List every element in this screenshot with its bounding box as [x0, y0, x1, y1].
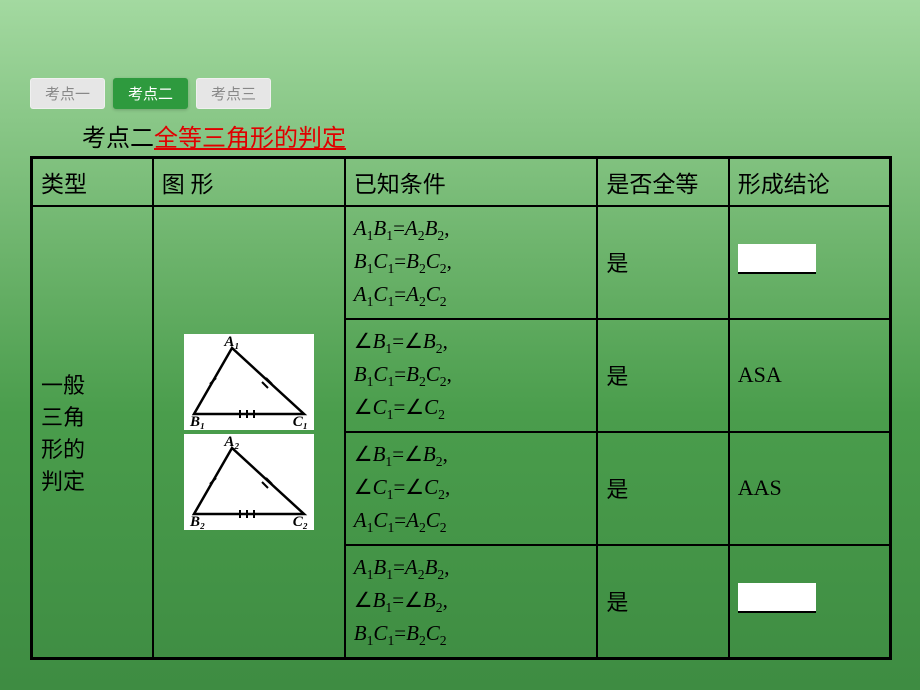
heading-prefix: 考点二: [82, 126, 154, 152]
conditions-cell: A1B1=A2B2,B1C1=B2C2,A1C1=A2C2: [345, 206, 598, 319]
table-row: 一般 三角 形的 判定 A₁ B₁ C₁: [32, 206, 891, 319]
heading-title: 全等三角形的判定: [154, 126, 346, 154]
type-line: 三角: [41, 405, 85, 430]
blank-answer: [738, 244, 816, 274]
svg-text:C₂: C₂: [293, 514, 308, 530]
triangle-1-diagram: A₁ B₁ C₁: [184, 334, 314, 430]
svg-text:B₂: B₂: [189, 514, 205, 530]
tab-point-2[interactable]: 考点二: [113, 78, 188, 109]
tabs-bar: 考点一 考点二 考点三: [30, 78, 271, 109]
type-cell: 一般 三角 形的 判定: [32, 206, 153, 658]
congruent-cell: 是: [597, 432, 728, 545]
conclusion-cell: [729, 206, 891, 319]
congruent-cell: 是: [597, 206, 728, 319]
th-congruent: 是否全等: [597, 158, 728, 207]
svg-text:A₁: A₁: [223, 334, 239, 350]
th-type: 类型: [32, 158, 153, 207]
congruence-table: 类型 图 形 已知条件 是否全等 形成结论 一般 三角 形的 判定: [30, 156, 892, 660]
section-heading: 考点二全等三角形的判定: [82, 118, 346, 153]
th-conditions: 已知条件: [345, 158, 598, 207]
type-line: 判定: [41, 469, 85, 494]
conditions-cell: A1B1=A2B2,∠B1=∠B2,B1C1=B2C2: [345, 545, 598, 658]
type-line: 一般: [41, 373, 85, 398]
blank-answer: [738, 583, 816, 613]
congruent-cell: 是: [597, 545, 728, 658]
conditions-cell: ∠B1=∠B2,∠C1=∠C2,A1C1=A2C2: [345, 432, 598, 545]
congruent-cell: 是: [597, 319, 728, 432]
tab-point-1[interactable]: 考点一: [30, 78, 105, 109]
svg-text:A₂: A₂: [223, 434, 239, 450]
conditions-cell: ∠B1=∠B2,B1C1=B2C2,∠C1=∠C2: [345, 319, 598, 432]
table-header-row: 类型 图 形 已知条件 是否全等 形成结论: [32, 158, 891, 207]
conclusion-cell: [729, 545, 891, 658]
svg-text:B₁: B₁: [189, 414, 205, 430]
conclusion-cell: ASA: [729, 319, 891, 432]
th-conclusion: 形成结论: [729, 158, 891, 207]
type-line: 形的: [41, 437, 85, 462]
shape-cell: A₁ B₁ C₁ A₂ B₂ C₂: [153, 206, 345, 658]
tab-point-3[interactable]: 考点三: [196, 78, 271, 109]
triangle-2-diagram: A₂ B₂ C₂: [184, 434, 314, 530]
conclusion-cell: AAS: [729, 432, 891, 545]
svg-text:C₁: C₁: [293, 414, 308, 430]
th-shape: 图 形: [153, 158, 345, 207]
